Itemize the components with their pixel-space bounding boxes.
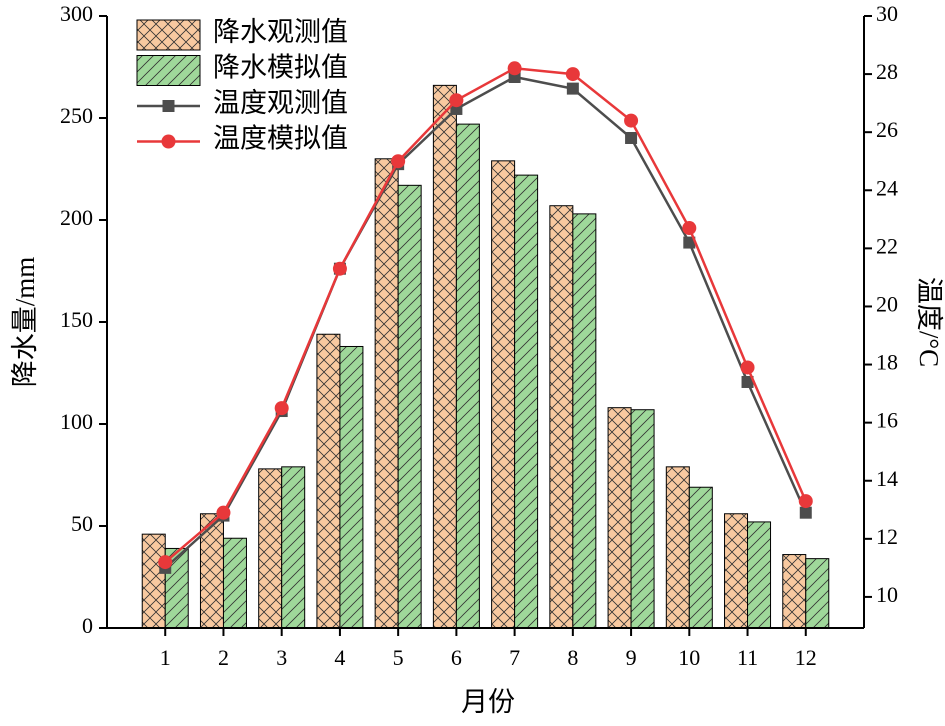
bar-hatch — [607, 407, 632, 629]
line-marker — [740, 360, 755, 375]
y-axis-label: 降水量/mm — [10, 257, 40, 388]
bar-hatch — [747, 521, 772, 629]
line-marker — [508, 70, 521, 83]
y2-tick-label: 22 — [876, 233, 898, 258]
x-tick-label: 11 — [737, 645, 758, 670]
bar-hatch — [491, 160, 516, 629]
x-tick-label: 2 — [218, 645, 229, 670]
line-marker — [683, 236, 696, 249]
y-tick-label: 50 — [71, 511, 93, 536]
bar-hatch — [724, 513, 749, 629]
y-tick-label: 100 — [60, 409, 93, 434]
bar-hatch — [281, 466, 306, 629]
bar-hatch — [316, 333, 341, 629]
x-tick-label: 3 — [276, 645, 287, 670]
y2-axis-label: 温度/°C — [914, 277, 944, 367]
line-marker — [391, 154, 406, 169]
x-axis-label: 月份 — [461, 687, 515, 717]
line-marker — [216, 505, 231, 520]
line-marker — [624, 113, 639, 128]
legend-label: 温度模拟值 — [213, 124, 348, 154]
line-marker — [625, 131, 638, 144]
bar-hatch — [339, 345, 364, 629]
y2-tick-label: 10 — [876, 582, 898, 607]
bar-hatch — [374, 158, 399, 629]
legend-label: 温度观测值 — [213, 88, 348, 118]
line-marker — [507, 61, 522, 76]
y2-tick-label: 24 — [876, 175, 898, 200]
line-marker — [682, 221, 697, 236]
x-tick-label: 6 — [451, 645, 462, 670]
line-marker — [158, 555, 173, 570]
y2-tick-label: 26 — [876, 117, 898, 142]
line-marker — [565, 67, 580, 82]
y-tick-label: 0 — [82, 613, 93, 638]
line — [164, 67, 807, 564]
x-tick-label: 5 — [393, 645, 404, 670]
bar-hatch — [549, 205, 574, 629]
x-tick-label: 8 — [567, 645, 578, 670]
line-marker — [566, 82, 579, 95]
x-tick-label: 7 — [509, 645, 520, 670]
x-tick-label: 12 — [795, 645, 817, 670]
bar-hatch — [782, 554, 807, 629]
bar-hatch — [432, 84, 457, 629]
x-tick-label: 10 — [678, 645, 700, 670]
line-marker — [798, 494, 813, 509]
bar-hatch — [665, 466, 690, 629]
y2-tick-label: 30 — [876, 1, 898, 26]
line-marker — [799, 506, 812, 519]
line-marker — [449, 93, 464, 108]
y2-tick-label: 14 — [876, 466, 898, 491]
bar-hatch — [397, 184, 422, 629]
legend-swatch-hatch — [136, 19, 201, 51]
legend-marker — [161, 134, 176, 149]
legend-label: 降水观测值 — [213, 17, 348, 47]
bar-hatch — [141, 533, 166, 629]
bar-hatch — [258, 468, 283, 629]
bar-hatch — [455, 123, 480, 629]
legend-swatch-hatch — [136, 55, 201, 86]
bar-hatch — [572, 213, 597, 629]
y-tick-label: 250 — [60, 103, 93, 128]
line-marker — [332, 261, 347, 276]
line — [164, 75, 807, 569]
bar-hatch — [222, 537, 247, 629]
y2-tick-label: 16 — [876, 408, 898, 433]
y-tick-label: 300 — [60, 1, 93, 26]
x-tick-label: 9 — [626, 645, 637, 670]
bar-hatch — [514, 174, 539, 629]
legend-label: 降水模拟值 — [213, 53, 348, 83]
y-tick-label: 150 — [60, 307, 93, 332]
bar-hatch — [688, 486, 713, 629]
legend-marker — [162, 100, 175, 112]
bar-hatch — [630, 409, 655, 629]
y2-tick-label: 18 — [876, 350, 898, 375]
y2-tick-label: 28 — [876, 59, 898, 84]
x-tick-label: 4 — [334, 645, 345, 670]
line-marker — [741, 375, 754, 388]
y2-tick-label: 12 — [876, 524, 898, 549]
line-marker — [274, 401, 289, 416]
bar-hatch — [805, 558, 830, 629]
y2-tick-label: 20 — [876, 292, 898, 317]
x-tick-label: 1 — [160, 645, 171, 670]
y-tick-label: 200 — [60, 205, 93, 230]
